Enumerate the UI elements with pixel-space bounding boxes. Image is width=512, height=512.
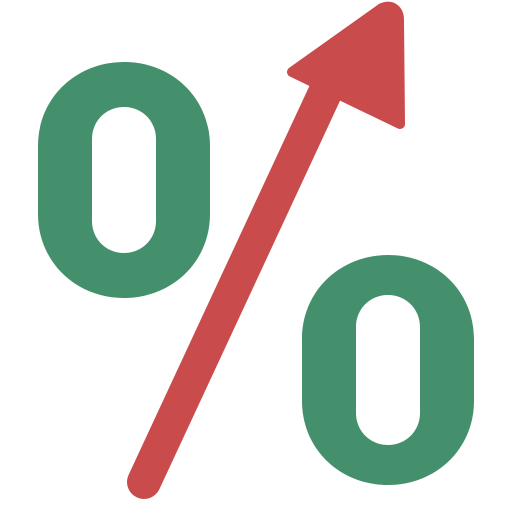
upper-zero-ring — [38, 62, 210, 298]
arrow-head — [287, 1, 405, 129]
lower-zero-ring — [302, 255, 474, 485]
arrow-shaft — [127, 65, 347, 499]
